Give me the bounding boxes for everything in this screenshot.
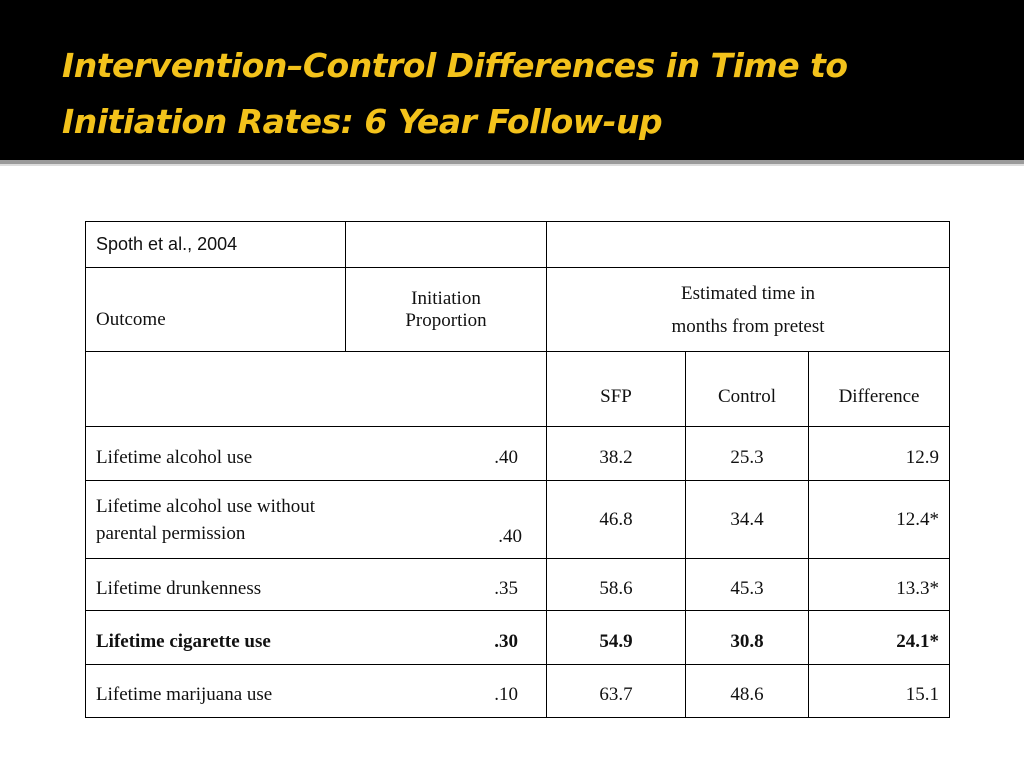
proportion-cell: .40 — [345, 426, 547, 481]
control-cell: 25.3 — [685, 426, 809, 481]
difference-value: 12.4* — [896, 508, 939, 530]
outcome-cell: Lifetime alcohol use — [85, 426, 346, 481]
table-row: Lifetime alcohol use .40 38.2 25.3 12.9 — [85, 426, 950, 481]
proportion-cell: .40 — [345, 480, 547, 559]
sfp-cell: 38.2 — [546, 426, 686, 481]
initiation-header-line2: Proportion — [405, 309, 487, 331]
sfp-cell: 63.7 — [546, 664, 686, 718]
proportion-cell: .30 — [345, 610, 547, 665]
sfp-cell: 58.6 — [546, 558, 686, 611]
title-divider-light — [0, 164, 1024, 166]
sfp-cell: 46.8 — [546, 480, 686, 559]
table-row: Lifetime alcohol use without parental per… — [85, 480, 950, 559]
header-sfp: SFP — [546, 351, 686, 427]
sfp-value: 46.8 — [599, 508, 633, 530]
table-row: Lifetime marijuana use .10 63.7 48.6 15.1 — [85, 664, 950, 718]
header-estimated: Estimated time in months from pretest — [546, 267, 950, 352]
difference-header-label: Difference — [838, 386, 920, 407]
citation-row: Spoth et al., 2004 — [85, 221, 950, 268]
citation: Spoth et al., 2004 — [96, 234, 238, 254]
title-bar: Intervention–Control Differences in Time… — [0, 0, 1024, 160]
sfp-value: 38.2 — [599, 446, 633, 468]
slide-title: Intervention–Control Differences in Time… — [62, 46, 848, 141]
control-value: 34.4 — [730, 508, 764, 530]
header-row: Outcome Initiation Proportion Estimated … — [85, 267, 950, 352]
proportion-cell: .35 — [345, 558, 547, 611]
sfp-value: 63.7 — [599, 684, 633, 705]
title-divider — [0, 160, 1024, 164]
proportion-value: .10 — [494, 684, 518, 705]
control-header-label: Control — [717, 386, 777, 407]
proportion-cell: .10 — [345, 664, 547, 718]
proportion-value: .30 — [494, 630, 518, 652]
difference-cell: 12.9 — [808, 426, 950, 481]
empty-cell — [345, 221, 547, 268]
control-cell: 45.3 — [685, 558, 809, 611]
table-body: Lifetime alcohol use .40 38.2 25.3 12.9 Lifet… — [85, 426, 950, 718]
difference-cell: 12.4* — [808, 480, 950, 559]
header-difference: Difference — [808, 351, 950, 427]
outcome-cell: Lifetime alcohol use without parental per… — [85, 480, 346, 559]
outcome-label: Lifetime alcohol use — [96, 446, 253, 468]
sfp-header-label: SFP — [600, 386, 632, 407]
control-cell: 30.8 — [685, 610, 809, 665]
control-value: 45.3 — [730, 577, 764, 599]
difference-value: 12.9 — [905, 446, 939, 468]
citation-cell: Spoth et al., 2004 — [85, 221, 346, 268]
proportion-value: .40 — [494, 446, 518, 468]
outcome-label: Lifetime marijuana use — [96, 684, 273, 705]
table-row: Lifetime cigarette use .30 54.9 30.8 24.1* — [85, 610, 950, 665]
outcome-cell: Lifetime marijuana use — [85, 664, 346, 718]
proportion-value: .40 — [498, 526, 522, 547]
empty-cell — [546, 221, 950, 268]
header-outcome: Outcome — [85, 267, 346, 352]
table-row: Lifetime drunkenness .35 58.6 45.3 13.3* — [85, 558, 950, 611]
header-control: Control — [685, 351, 809, 427]
outcome-label: Lifetime alcohol use without — [96, 495, 315, 517]
subheader-empty — [85, 351, 547, 427]
outcome-cell: Lifetime drunkenness — [85, 558, 346, 611]
outcome-label: Lifetime drunkenness — [96, 577, 262, 599]
subheader-row: SFP Control Difference — [85, 351, 950, 427]
sfp-value: 58.6 — [599, 577, 633, 599]
control-value: 30.8 — [730, 630, 764, 652]
control-cell: 48.6 — [685, 664, 809, 718]
difference-value: 24.1* — [896, 630, 939, 652]
control-value: 48.6 — [730, 684, 764, 705]
difference-value: 13.3* — [896, 577, 939, 599]
outcome-label: Lifetime cigarette use — [96, 630, 271, 652]
results-table: Spoth et al., 2004 Outcome Initiation Pr… — [85, 221, 950, 718]
difference-cell: 13.3* — [808, 558, 950, 611]
estimated-header-line1: Estimated time in — [680, 282, 816, 304]
difference-cell: 15.1 — [808, 664, 950, 718]
outcome-cell: Lifetime cigarette use — [85, 610, 346, 665]
outcome-label-line2: parental permission — [96, 522, 246, 544]
initiation-header-line1: Initiation — [411, 287, 481, 309]
estimated-header-line2: months from pretest — [671, 315, 825, 337]
difference-cell: 24.1* — [808, 610, 950, 665]
proportion-value: .35 — [494, 577, 518, 599]
control-cell: 34.4 — [685, 480, 809, 559]
header-initiation: Initiation Proportion — [345, 267, 547, 352]
control-value: 25.3 — [730, 446, 764, 468]
outcome-header-label: Outcome — [96, 308, 166, 330]
difference-value: 15.1 — [905, 684, 939, 705]
sfp-value: 54.9 — [599, 630, 633, 652]
sfp-cell: 54.9 — [546, 610, 686, 665]
